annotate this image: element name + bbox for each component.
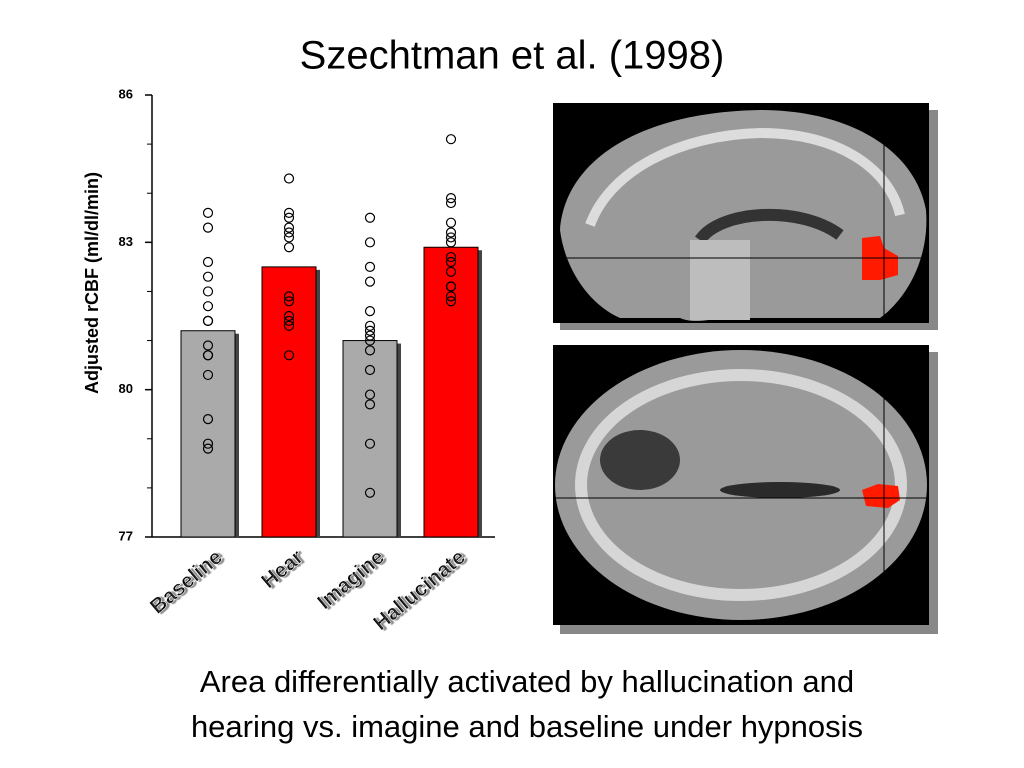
cortex-fold [585,127,905,227]
y-tick-label: 80 [119,381,133,396]
bar [261,266,317,538]
data-point [445,232,457,243]
data-point [445,296,457,307]
data-point [202,438,214,449]
data-point [364,335,376,346]
data-point [364,399,376,410]
fissure [720,482,840,498]
data-point [445,291,457,302]
data-point [445,134,457,145]
data-point [364,330,376,341]
brainstem [690,240,750,320]
data-point [202,271,214,282]
data-point [364,345,376,356]
data-point [364,487,376,498]
data-point [283,232,295,243]
data-point [283,350,295,361]
data-point [283,222,295,233]
data-point [283,315,295,327]
slide-title: Szechtman et al. (1998) [300,34,725,78]
data-point [445,281,457,292]
y-tick-label: 77 [119,528,133,543]
data-point [445,266,457,277]
data-point [283,310,295,322]
ventricle [695,208,844,244]
data-point [445,197,457,209]
data-point [364,364,376,376]
data-point [283,291,295,302]
data-point [364,389,376,400]
data-point [202,340,214,351]
bar [180,330,236,538]
x-tick-label: Imagine [313,545,389,614]
data-point [202,301,214,312]
data-point [364,212,376,223]
bar [423,246,479,538]
caption-line: Area differentially activated by halluci… [200,664,854,699]
data-point [202,315,214,327]
data-point [283,320,295,331]
data-point [283,173,295,184]
data-point [202,414,214,425]
data-point [202,286,214,297]
data-point [283,296,295,307]
data-point [202,369,214,381]
data-point [202,443,214,454]
x-tick-label: Hear [257,545,308,593]
data-point [364,325,376,336]
x-tick-label: Baseline [146,545,227,618]
brain-sagittal [553,103,938,330]
data-point [364,320,376,331]
data-point [445,237,457,248]
data-point [445,227,457,238]
data-point [445,217,457,228]
cortex-fold [575,369,907,601]
y-tick-label: 86 [119,86,133,101]
data-point [364,237,376,248]
data-point [364,276,376,287]
y-axis-label: Adjusted rCBF (ml/dl/min) [82,172,102,394]
data-point [283,207,295,218]
data-point [202,350,214,361]
data-point [202,256,214,268]
brain-axial [553,345,938,634]
data-point [364,438,376,449]
data-point [445,256,457,268]
data-point [364,261,376,272]
data-point [202,222,214,233]
data-point [445,193,457,204]
caption-line: hearing vs. imagine and baseline under h… [191,709,863,744]
data-point [283,242,295,253]
data-point [445,251,457,263]
data-point [202,207,214,218]
ventricle [600,430,680,490]
data-point [283,227,295,238]
data-point [283,212,295,223]
data-point [364,305,376,317]
y-tick-label: 83 [119,234,133,249]
activation-blob [862,484,900,508]
